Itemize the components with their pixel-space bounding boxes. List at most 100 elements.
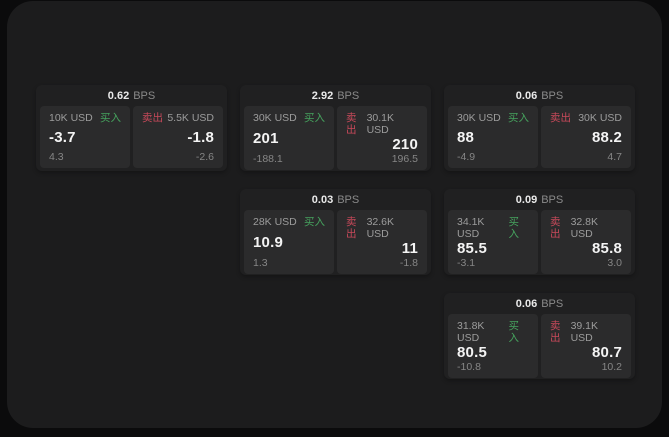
sell-sub-value: 10.2: [601, 361, 622, 373]
buy-price: 85.5: [457, 240, 487, 257]
buy-notional: 28K USD: [253, 216, 297, 228]
sell-side-label: 卖出: [550, 216, 561, 240]
quote-card: 2.92 BPS 30K USD 买入 201 -188.1 卖出 30.1K …: [240, 85, 431, 171]
sell-price: 85.8: [592, 240, 622, 257]
sell-sub-value: -2.6: [195, 151, 214, 163]
app-surface: 0.62 BPS 10K USD 买入 -3.7 4.3 卖出 5.5K USD…: [7, 1, 662, 428]
sell-tile[interactable]: 卖出 30.1K USD 210 196.5: [337, 106, 427, 170]
buy-sub-value: -10.8: [457, 361, 481, 373]
sell-price: -1.8: [187, 129, 214, 146]
sell-notional: 30.1K USD: [366, 112, 395, 136]
buy-sub-value: -4.9: [457, 151, 476, 163]
sell-price: 210: [392, 136, 418, 153]
sell-tile[interactable]: 卖出 5.5K USD -1.8 -2.6: [133, 106, 223, 168]
sell-sub-value: 3.0: [607, 257, 622, 269]
buy-side-label: 买入: [508, 320, 519, 344]
sell-sub-value: -1.8: [399, 257, 418, 269]
sell-notional: 5.5K USD: [167, 112, 214, 124]
sell-side-label: 卖出: [550, 320, 561, 344]
quote-tiles: 30K USD 买入 201 -188.1 卖出 30.1K USD 210 1…: [240, 106, 431, 171]
quote-tiles: 28K USD 买入 10.9 1.3 卖出 32.6K USD 11 -1.8: [240, 210, 431, 275]
bps-value: 0.06: [515, 89, 538, 102]
buy-price: -3.7: [49, 129, 76, 146]
sell-notional: 32.6K USD: [366, 216, 395, 240]
buy-tile[interactable]: 10K USD 买入 -3.7 4.3: [40, 106, 130, 168]
buy-tile[interactable]: 28K USD 买入 10.9 1.3: [244, 210, 334, 274]
buy-tile-header: 28K USD 买入: [253, 216, 325, 228]
buy-notional: 34.1K USD: [457, 216, 485, 240]
sell-side-label: 卖出: [346, 112, 357, 136]
buy-notional: 30K USD: [457, 112, 501, 124]
bps-value: 0.03: [311, 193, 334, 206]
buy-tile[interactable]: 30K USD 买入 201 -188.1: [244, 106, 334, 170]
quote-tiles: 10K USD 买入 -3.7 4.3 卖出 5.5K USD -1.8 -2.…: [36, 106, 227, 171]
buy-sub-value: -188.1: [253, 153, 283, 165]
buy-price: 80.5: [457, 344, 487, 361]
card-header: 0.06 BPS: [444, 293, 635, 314]
buy-side-label: 买入: [304, 216, 325, 228]
bps-value: 0.06: [515, 297, 538, 310]
card-header: 2.92 BPS: [240, 85, 431, 106]
sell-side-label: 卖出: [142, 112, 163, 124]
bps-value: 0.09: [515, 193, 538, 206]
bps-value: 0.62: [107, 89, 130, 102]
bps-unit-label: BPS: [541, 89, 564, 102]
quote-cards-grid: 0.62 BPS 10K USD 买入 -3.7 4.3 卖出 5.5K USD…: [36, 85, 635, 379]
buy-tile-header: 10K USD 买入: [49, 112, 121, 124]
sell-tile-header: 卖出 5.5K USD: [142, 112, 214, 124]
card-header: 0.09 BPS: [444, 189, 635, 210]
bps-unit-label: BPS: [133, 89, 156, 102]
bps-unit-label: BPS: [337, 193, 360, 206]
bps-value: 2.92: [311, 89, 334, 102]
sell-notional: 32.8K USD: [570, 216, 599, 240]
buy-notional: 10K USD: [49, 112, 93, 124]
buy-tile[interactable]: 31.8K USD 买入 80.5 -10.8: [448, 314, 538, 378]
buy-tile-header: 31.8K USD 买入: [457, 320, 529, 344]
buy-price: 201: [253, 130, 279, 147]
sell-sub-value: 196.5: [391, 153, 418, 165]
sell-tile-header: 卖出 39.1K USD: [550, 320, 622, 344]
quote-tiles: 31.8K USD 买入 80.5 -10.8 卖出 39.1K USD 80.…: [444, 314, 635, 379]
bps-unit-label: BPS: [337, 89, 360, 102]
card-header: 0.62 BPS: [36, 85, 227, 106]
buy-sub-value: -3.1: [457, 257, 476, 269]
sell-sub-value: 4.7: [607, 151, 622, 163]
quote-card: 0.62 BPS 10K USD 买入 -3.7 4.3 卖出 5.5K USD…: [36, 85, 227, 171]
buy-tile[interactable]: 34.1K USD 买入 85.5 -3.1: [448, 210, 538, 274]
quote-card: 0.09 BPS 34.1K USD 买入 85.5 -3.1 卖出 32.8K…: [444, 189, 635, 275]
buy-side-label: 买入: [100, 112, 121, 124]
sell-price: 80.7: [592, 344, 622, 361]
buy-side-label: 买入: [508, 112, 529, 124]
quote-tiles: 30K USD 买入 88 -4.9 卖出 30K USD 88.2 4.7: [444, 106, 635, 171]
card-header: 0.03 BPS: [240, 189, 431, 210]
buy-sub-value: 1.3: [253, 257, 268, 269]
quote-card: 0.03 BPS 28K USD 买入 10.9 1.3 卖出 32.6K US…: [240, 189, 431, 275]
card-header: 0.06 BPS: [444, 85, 635, 106]
buy-side-label: 买入: [508, 216, 519, 240]
sell-side-label: 卖出: [550, 112, 571, 124]
buy-tile-header: 34.1K USD 买入: [457, 216, 529, 240]
buy-notional: 30K USD: [253, 112, 297, 124]
sell-tile[interactable]: 卖出 32.6K USD 11 -1.8: [337, 210, 427, 274]
sell-side-label: 卖出: [346, 216, 357, 240]
sell-notional: 39.1K USD: [570, 320, 599, 344]
quote-card: 0.06 BPS 30K USD 买入 88 -4.9 卖出 30K USD 8…: [444, 85, 635, 171]
buy-notional: 31.8K USD: [457, 320, 485, 344]
buy-tile[interactable]: 30K USD 买入 88 -4.9: [448, 106, 538, 168]
buy-price: 10.9: [253, 234, 283, 251]
sell-tile-header: 卖出 30.1K USD: [346, 112, 418, 136]
sell-tile[interactable]: 卖出 32.8K USD 85.8 3.0: [541, 210, 631, 274]
quote-card: 0.06 BPS 31.8K USD 买入 80.5 -10.8 卖出 39.1…: [444, 293, 635, 379]
buy-sub-value: 4.3: [49, 151, 64, 163]
sell-tile-header: 卖出 30K USD: [550, 112, 622, 124]
sell-price: 88.2: [592, 129, 622, 146]
sell-tile[interactable]: 卖出 30K USD 88.2 4.7: [541, 106, 631, 168]
bps-unit-label: BPS: [541, 193, 564, 206]
sell-tile[interactable]: 卖出 39.1K USD 80.7 10.2: [541, 314, 631, 378]
buy-tile-header: 30K USD 买入: [457, 112, 529, 124]
sell-price: 11: [401, 240, 418, 257]
buy-tile-header: 30K USD 买入: [253, 112, 325, 124]
bps-unit-label: BPS: [541, 297, 564, 310]
buy-side-label: 买入: [304, 112, 325, 124]
sell-tile-header: 卖出 32.8K USD: [550, 216, 622, 240]
